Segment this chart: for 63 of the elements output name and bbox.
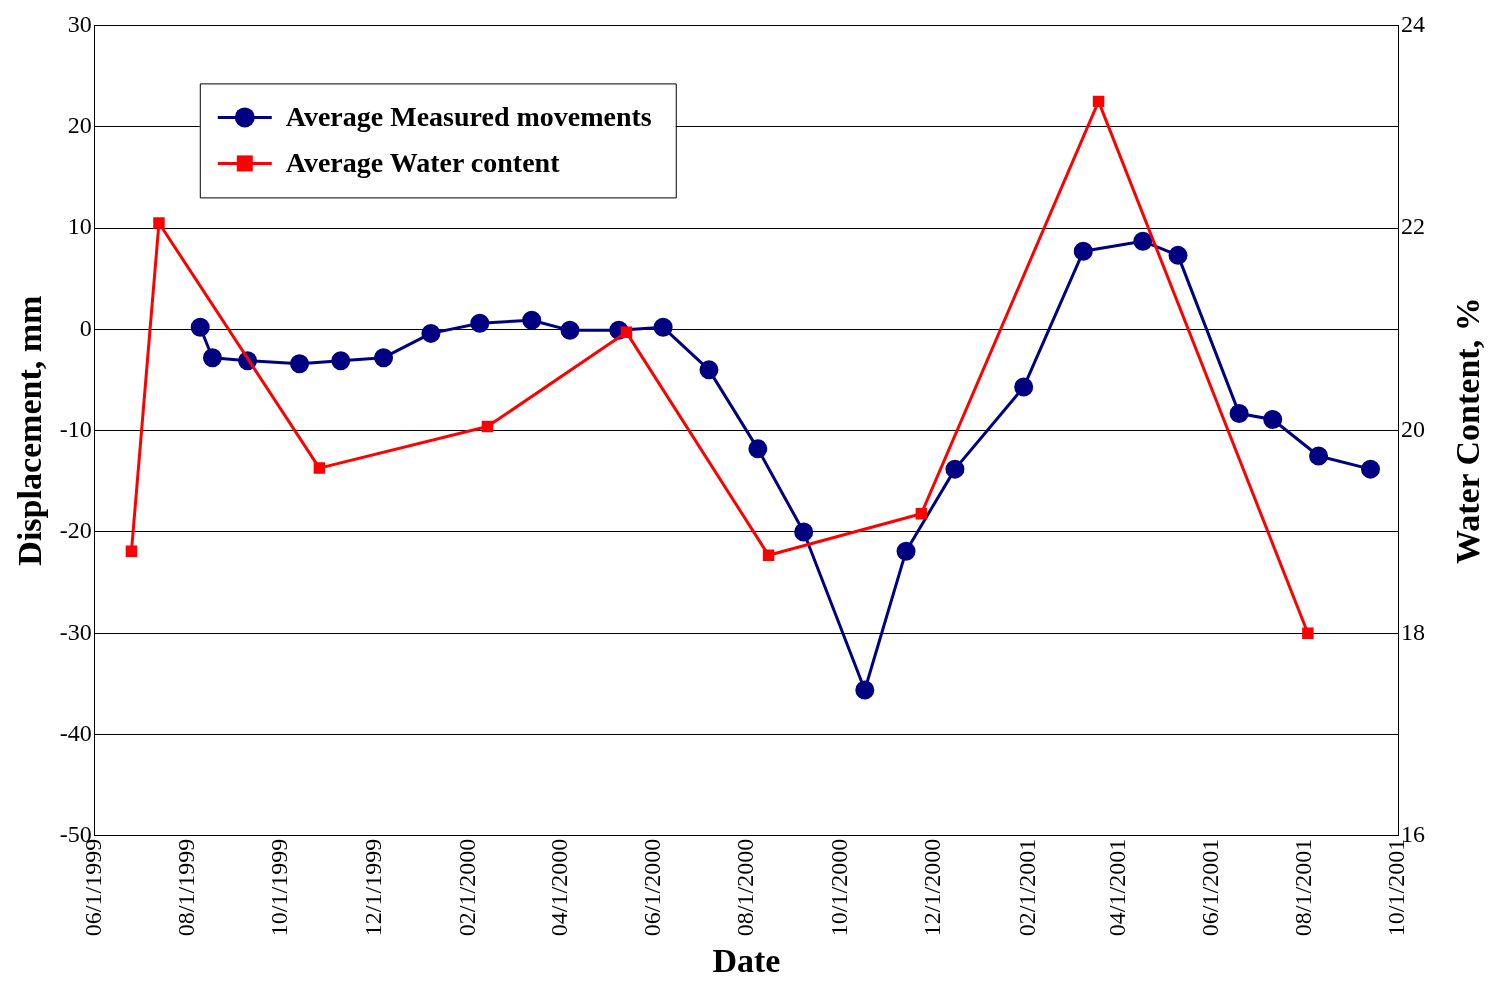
point bbox=[1168, 245, 1188, 265]
point bbox=[762, 549, 775, 561]
y2-tick-label: 22 bbox=[1401, 213, 1425, 240]
point bbox=[855, 680, 875, 700]
point bbox=[153, 217, 165, 229]
legend-label: Average Measured movements bbox=[285, 100, 652, 132]
y-tick-label: 0 bbox=[79, 314, 92, 341]
point bbox=[1014, 377, 1034, 397]
point bbox=[481, 420, 494, 433]
y-tick-label: 20 bbox=[67, 112, 92, 138]
point bbox=[748, 439, 768, 459]
point bbox=[896, 541, 916, 561]
x-tick-label: 02/1/2001 bbox=[1013, 838, 1040, 937]
point bbox=[794, 522, 814, 542]
x-tick-label: 12/1/1999 bbox=[359, 838, 386, 937]
point bbox=[331, 351, 351, 371]
x-tick-label: 08/1/2001 bbox=[1290, 838, 1317, 937]
point bbox=[470, 313, 490, 333]
point bbox=[653, 317, 673, 337]
point bbox=[522, 310, 542, 330]
x-tick-label: 08/1/2000 bbox=[732, 838, 759, 937]
legend-label: Average Water content bbox=[285, 146, 561, 178]
x-tick-label: 10/1/2000 bbox=[825, 838, 852, 937]
point bbox=[190, 317, 210, 337]
point bbox=[421, 323, 441, 343]
point bbox=[1229, 403, 1249, 423]
point bbox=[1133, 231, 1153, 251]
x-tick-label: 12/1/2000 bbox=[918, 838, 945, 937]
point bbox=[313, 462, 326, 474]
point bbox=[1309, 446, 1329, 466]
point bbox=[1092, 95, 1105, 108]
y-axis-title: Displacement, mm bbox=[11, 295, 49, 566]
point bbox=[560, 320, 580, 340]
x-tick-label: 02/1/2000 bbox=[454, 838, 481, 937]
x-tick-label: 06/1/2001 bbox=[1196, 838, 1223, 937]
point bbox=[125, 545, 138, 557]
point bbox=[202, 348, 222, 368]
point bbox=[1361, 459, 1380, 479]
point bbox=[945, 459, 965, 479]
y2-tick-label: 20 bbox=[1401, 415, 1425, 442]
y2-tick-label: 18 bbox=[1401, 618, 1425, 645]
y-tick-label: 10 bbox=[67, 213, 92, 240]
y-tick-label: -10 bbox=[59, 415, 92, 442]
point bbox=[620, 326, 633, 339]
x-axis-title: Date bbox=[712, 942, 781, 980]
y-tick-label: -20 bbox=[59, 517, 92, 544]
x-tick-label: 10/1/1999 bbox=[266, 838, 293, 937]
point bbox=[290, 354, 310, 374]
x-tick-label: 08/1/1999 bbox=[173, 838, 200, 937]
x-tick-label: 04/1/2001 bbox=[1103, 838, 1130, 937]
y-tick-label: -40 bbox=[59, 719, 92, 746]
point bbox=[374, 348, 394, 368]
y2-tick-label: 24 bbox=[1401, 10, 1425, 37]
y-tick-label: 30 bbox=[67, 10, 92, 37]
point bbox=[1263, 409, 1283, 429]
point bbox=[699, 360, 719, 380]
point bbox=[1302, 627, 1314, 639]
x-tick-label: 04/1/2000 bbox=[546, 838, 573, 937]
y-tick-label: -30 bbox=[59, 618, 92, 645]
point bbox=[1073, 241, 1093, 261]
x-tick-label: 06/1/2000 bbox=[639, 838, 666, 937]
point bbox=[915, 507, 928, 520]
y2-axis-title: Water Content, % bbox=[1448, 297, 1486, 564]
